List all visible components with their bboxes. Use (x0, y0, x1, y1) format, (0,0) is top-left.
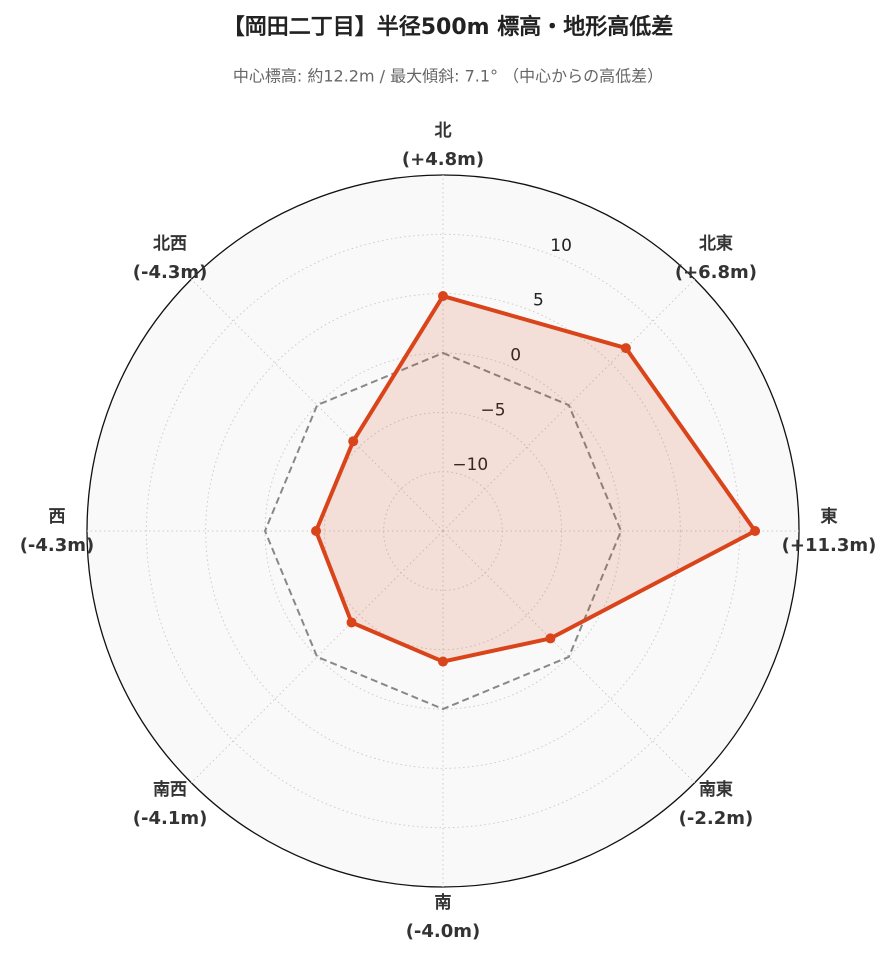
category-label: 南 (435, 892, 452, 913)
chart-title: 【岡田二丁目】半径500m 標高・地形高低差 (223, 14, 674, 40)
value-label: (+11.3m) (782, 535, 877, 556)
grid-ring (145, 233, 741, 829)
category-label: 南東 (699, 779, 733, 800)
r-tick-label: −5 (480, 400, 505, 420)
data-point (438, 291, 448, 302)
data-point (346, 617, 357, 628)
grid-ring (323, 411, 563, 651)
value-label: (-2.2m) (679, 808, 754, 829)
r-tick-label: 10 (550, 236, 572, 256)
category-label: 北東 (699, 233, 733, 254)
r-tick-label: 0 (510, 345, 521, 365)
grid-ring (383, 471, 503, 591)
spoke (442, 278, 696, 532)
data-point (620, 343, 631, 354)
value-label: (-4.0m) (406, 921, 481, 942)
grid-ring (205, 293, 681, 769)
value-label: (-4.3m) (20, 535, 95, 556)
spoke (442, 530, 696, 784)
value-label: (-4.1m) (133, 808, 208, 829)
value-label: (+4.8m) (402, 149, 484, 170)
r-tick-label: −10 (452, 455, 488, 475)
data-point (348, 436, 359, 447)
category-label: 西 (49, 507, 66, 527)
chart-subtitle: 中心標高: 約12.2m / 最大傾斜: 7.1° （中心からの高低差） (233, 67, 663, 86)
reference-line (263, 351, 623, 711)
category-label: 北 (435, 121, 452, 141)
category-label: 北西 (153, 234, 187, 254)
value-label: (-4.3m) (133, 262, 208, 283)
value-label: (+6.8m) (675, 262, 757, 283)
r-tick-label: 5 (533, 291, 544, 311)
data-point (750, 526, 761, 536)
category-label: 東 (821, 506, 838, 527)
data-point (438, 656, 448, 667)
data-point (311, 526, 322, 536)
spoke (190, 278, 444, 532)
category-label: 南西 (153, 779, 187, 800)
data-point (545, 633, 556, 644)
